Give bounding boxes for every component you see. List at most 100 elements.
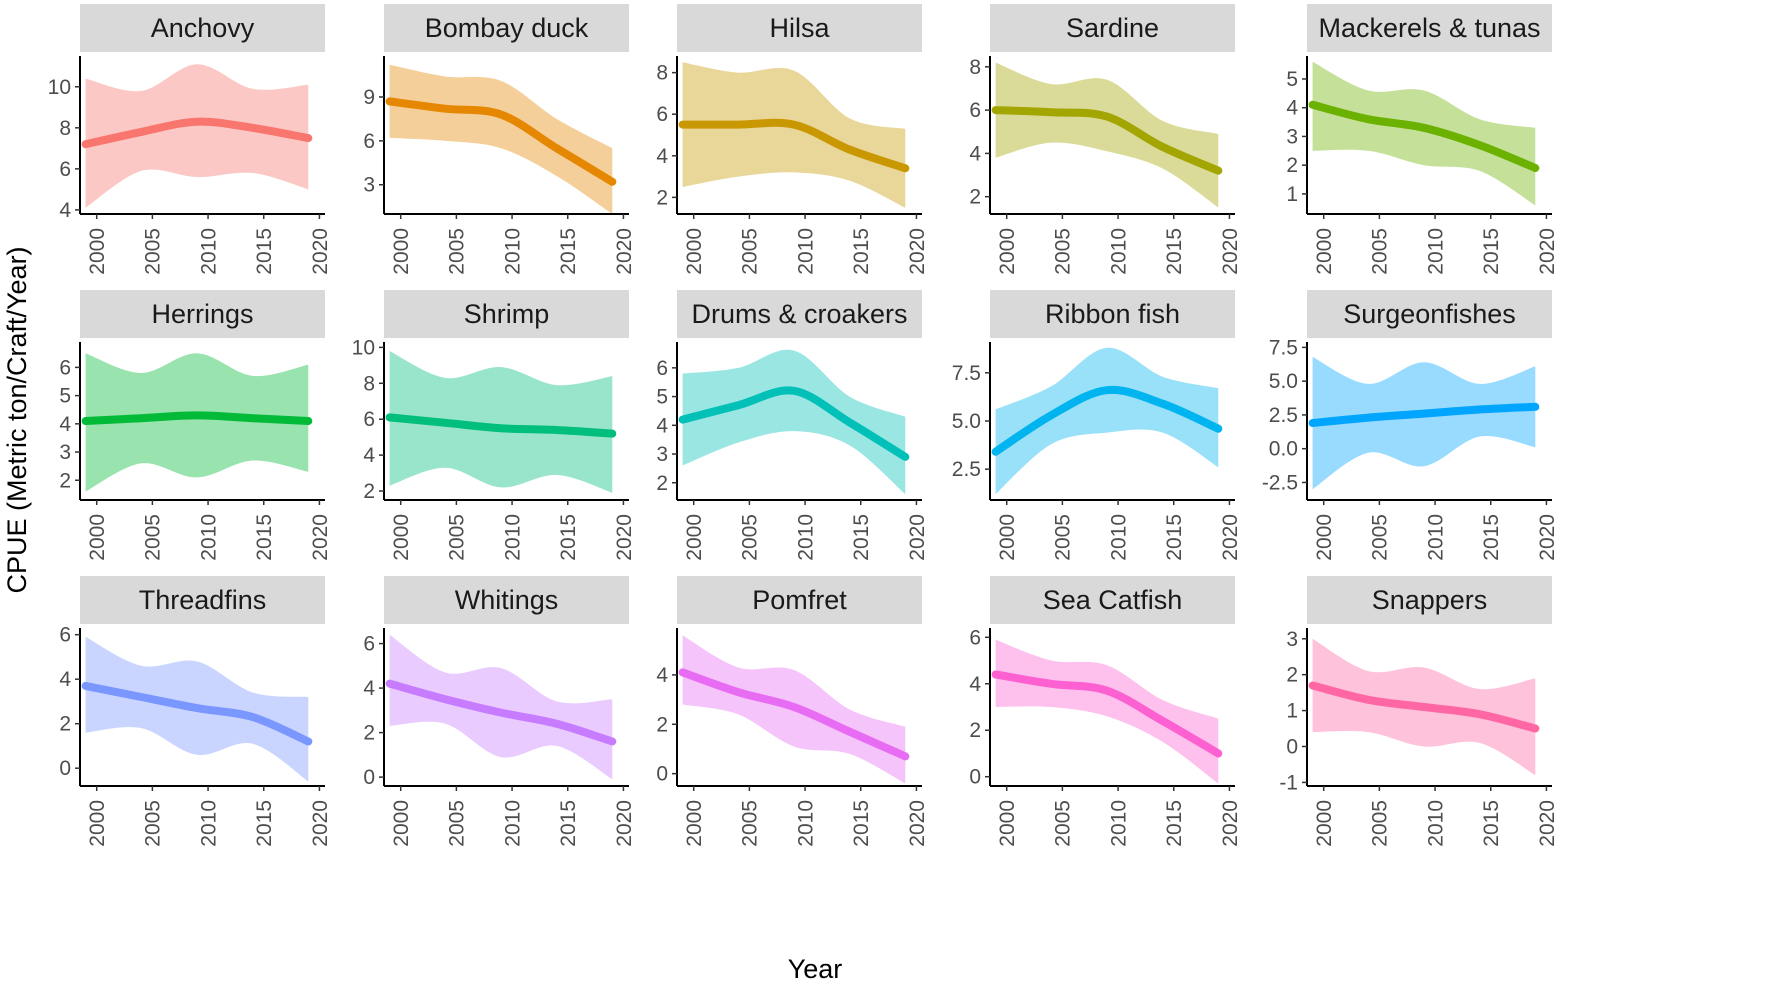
confidence-band	[682, 62, 906, 208]
x-tick-label: 2015	[1480, 800, 1503, 847]
y-tick-label: 6	[656, 103, 668, 126]
x-tick-label: 2015	[557, 228, 580, 275]
y-tick-label: 4	[59, 668, 71, 691]
x-tick-label: 2005	[142, 800, 165, 847]
panel-sardine: Sardine 2 4 6 8 2000 2005 2010 2015 2020	[969, 4, 1242, 275]
x-tick-label: 2000	[86, 514, 109, 561]
y-tick-label: 3	[1286, 125, 1298, 148]
y-tick-label: 1	[1286, 700, 1298, 723]
trend-line	[81, 681, 313, 746]
y-tick-label: 5.0	[1269, 370, 1298, 393]
strip-label: Hilsa	[769, 13, 830, 43]
y-tick-label: 0	[1286, 736, 1298, 759]
y-tick-label: 3	[363, 174, 375, 197]
y-tick-label: 4	[969, 142, 981, 165]
y-tick-label: 2	[59, 469, 71, 492]
y-tick-label: 2	[656, 713, 668, 736]
x-tick-label: 2005	[1369, 514, 1392, 561]
strip-background	[990, 576, 1235, 624]
y-tick-label: 6	[363, 633, 375, 656]
x-tick-label: 2015	[850, 800, 873, 847]
y-tick-label: 0.0	[1269, 438, 1298, 461]
y-tick-label: 6	[969, 626, 981, 649]
x-tick-label: 2015	[850, 514, 873, 561]
x-tick-label: 2020	[906, 228, 929, 275]
panel-mackerels-tunas: Mackerels & tunas 1 2 3 4 5 2000 2005 2010 2015 20…	[1286, 4, 1559, 275]
strip-background	[384, 4, 629, 52]
strip-background	[384, 576, 629, 624]
trend-line	[991, 385, 1223, 456]
trend-line	[385, 97, 617, 186]
trend-line	[991, 106, 1223, 175]
x-tick-label: 2005	[446, 800, 469, 847]
panel-hilsa: Hilsa 2 4 6 8 2000 2005 2010 2015 2020	[656, 4, 929, 275]
strip-label: Pomfret	[752, 585, 847, 615]
x-tick-label: 2015	[1480, 228, 1503, 275]
x-tick-label: 2020	[1536, 800, 1559, 847]
confidence-band	[682, 349, 906, 495]
y-tick-label: 4	[59, 199, 71, 222]
y-tick-label: 6	[59, 356, 71, 379]
y-tick-label: 0	[363, 766, 375, 789]
confidence-band	[389, 351, 613, 493]
y-tick-label: 5	[59, 385, 71, 408]
y-tick-label: 5.0	[952, 410, 981, 433]
x-tick-label: 2005	[142, 228, 165, 275]
x-tick-label: 2000	[1313, 800, 1336, 847]
strip-background	[80, 4, 325, 52]
strip-label: Bombay duck	[425, 13, 589, 43]
y-tick-label: 4	[1286, 97, 1298, 120]
panel-surgeonfishes: Surgeonfishes -2.5 0.0 2.5 5.0 7.5 2000 2005 201…	[1262, 290, 1559, 561]
x-tick-label: 2000	[683, 228, 706, 275]
x-tick-label: 2020	[613, 514, 636, 561]
x-tick-label: 2010	[197, 514, 220, 561]
x-tick-label: 2010	[197, 800, 220, 847]
x-tick-label: 2010	[501, 228, 524, 275]
x-tick-label: 2010	[1107, 800, 1130, 847]
y-tick-label: 8	[969, 56, 981, 79]
strip-label: Ribbon fish	[1045, 299, 1180, 329]
confidence-band	[995, 62, 1219, 208]
y-tick-label: 4	[656, 664, 668, 687]
y-tick-label: 8	[59, 117, 71, 140]
y-tick-label: -1	[1279, 771, 1298, 794]
x-tick-label: 2000	[390, 228, 413, 275]
y-tick-label: 10	[352, 336, 375, 359]
panel-drums-croakers: Drums & croakers 2 3 4 5 6 2000 2005 2010 2015 202…	[656, 290, 929, 561]
trend-line	[385, 413, 617, 438]
x-tick-label: 2020	[906, 800, 929, 847]
x-tick-label: 2005	[446, 228, 469, 275]
y-tick-label: 6	[363, 408, 375, 431]
y-tick-label: 2	[969, 719, 981, 742]
x-tick-label: 2015	[253, 514, 276, 561]
strip-background	[384, 290, 629, 338]
confidence-band	[995, 639, 1219, 784]
strip-background	[80, 290, 325, 338]
x-tick-label: 2015	[1163, 514, 1186, 561]
y-tick-label: 4	[656, 145, 668, 168]
panel-pomfret: Pomfret 0 2 4 2000 2005 2010 2015 2020	[656, 576, 929, 847]
x-tick-label: 2000	[1313, 514, 1336, 561]
y-tick-label: 0	[969, 766, 981, 789]
y-tick-label: 10	[48, 76, 71, 99]
strip-label: Threadfins	[139, 585, 267, 615]
strip-label: Anchovy	[151, 13, 255, 43]
y-tick-label: 2	[1286, 154, 1298, 177]
x-tick-label: 2010	[1424, 228, 1447, 275]
y-tick-label: 8	[363, 372, 375, 395]
y-tick-label: 0	[59, 757, 71, 780]
x-tick-label: 2020	[309, 514, 332, 561]
trend-line	[678, 668, 910, 761]
trend-line	[385, 679, 617, 746]
x-tick-label: 2005	[1369, 800, 1392, 847]
strip-background	[677, 4, 922, 52]
panel-ribbon-fish: Ribbon fish 2.5 5.0 7.5 2000 2005 2010 2015 2020	[952, 290, 1242, 561]
y-tick-label: 2	[59, 713, 71, 736]
panel-herrings: Herrings 2 3 4 5 6 2000 2005 2010 2015 2020	[59, 290, 332, 561]
y-tick-label: 4	[59, 413, 71, 436]
x-tick-label: 2005	[1052, 228, 1075, 275]
y-tick-label: -2.5	[1262, 471, 1298, 494]
trend-line	[1308, 681, 1540, 733]
confidence-band	[389, 64, 613, 214]
